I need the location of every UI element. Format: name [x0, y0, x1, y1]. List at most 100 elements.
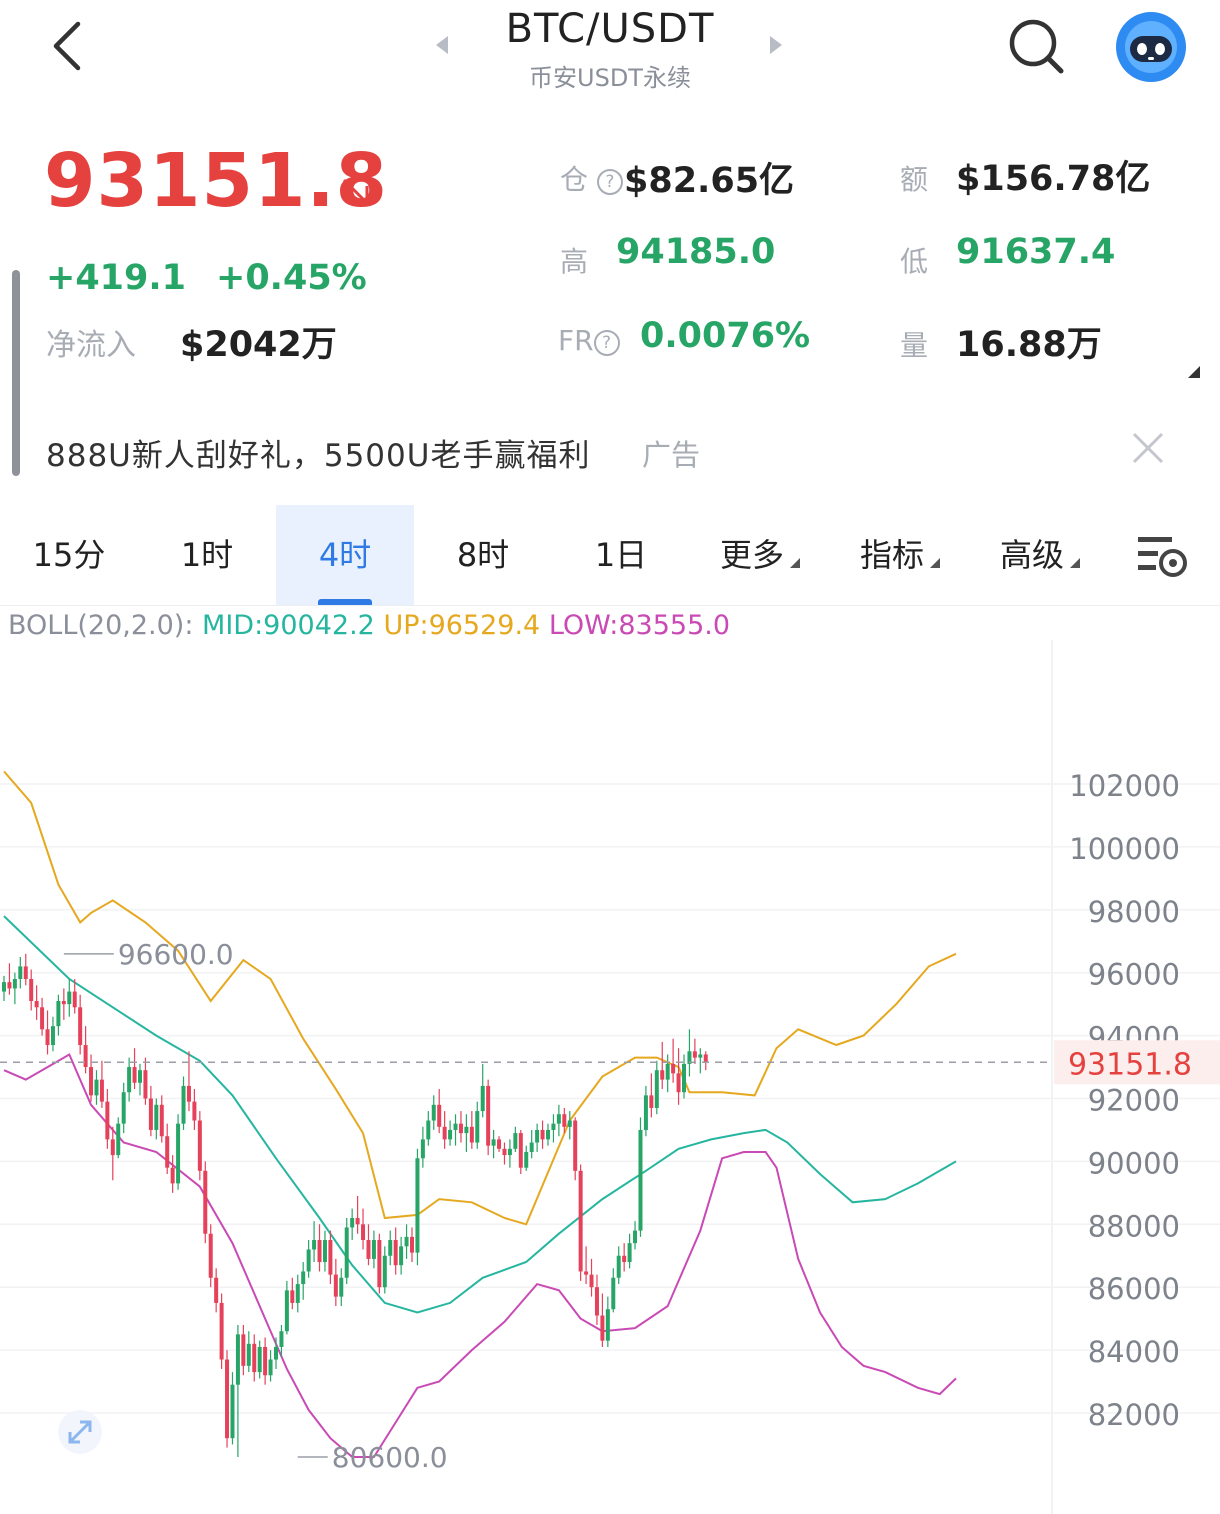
candle-body	[605, 1309, 610, 1341]
tab-4h[interactable]: 4时	[276, 505, 414, 605]
candle-body	[268, 1359, 273, 1376]
turnover-value: $156.78亿	[956, 159, 1151, 199]
low-label: 低	[900, 245, 929, 278]
prev-symbol-icon[interactable]	[436, 36, 448, 54]
candle-body	[703, 1054, 708, 1063]
chart-settings-button[interactable]	[1136, 533, 1188, 579]
current-price-label: 93151.8	[1068, 1047, 1192, 1082]
dropdown-icon	[790, 558, 800, 568]
boll-name: BOLL(20,2.0):	[8, 610, 194, 641]
candle-body	[116, 1123, 121, 1156]
candle-body	[138, 1070, 142, 1083]
price-change-pct: +0.45%	[216, 258, 367, 298]
candle-body	[83, 1045, 88, 1068]
y-tick-label: 82000	[1088, 1398, 1180, 1432]
candle-body	[692, 1051, 697, 1058]
candle-body	[214, 1277, 219, 1303]
active-tab-indicator	[318, 599, 372, 605]
chart-settings-icon	[1138, 537, 1187, 577]
candle-body	[225, 1359, 230, 1439]
candle-body	[676, 1073, 681, 1093]
chevron-left-icon	[53, 21, 81, 71]
tab-1d[interactable]: 1日	[594, 536, 648, 574]
turnover-label: 额	[900, 163, 929, 196]
dropdown-icon	[930, 558, 940, 568]
boll-up-value: UP:96529.4	[383, 610, 541, 641]
candle-body	[40, 1007, 45, 1030]
candle-body	[61, 1001, 66, 1005]
y-tick-label: 92000	[1088, 1084, 1180, 1118]
candle-body	[2, 982, 6, 992]
candle-body	[671, 1063, 676, 1074]
candle-body	[622, 1255, 627, 1263]
y-tick-label: 100000	[1069, 832, 1180, 866]
candle-body	[274, 1346, 278, 1360]
tab-15m[interactable]: 15分	[32, 536, 106, 574]
candle-body	[453, 1123, 458, 1130]
search-button[interactable]	[1006, 16, 1066, 76]
tab-indicators[interactable]: 指标	[830, 505, 970, 605]
y-tick-label: 90000	[1088, 1146, 1180, 1180]
symbol-title[interactable]: BTC/USDT	[505, 6, 715, 52]
candle-body	[643, 1095, 648, 1130]
tab-more[interactable]: 更多	[690, 505, 830, 605]
open-interest-label[interactable]: 仓 ?	[560, 158, 623, 198]
fullscreen-button[interactable]	[58, 1410, 102, 1454]
candle-body	[121, 1092, 126, 1124]
candle-body	[437, 1104, 442, 1127]
symbol-subtitle: 币安USDT永续	[529, 64, 691, 92]
candle-body	[18, 966, 23, 979]
candle-body	[573, 1120, 578, 1171]
candle-body	[170, 1167, 175, 1184]
low-marker-label: 80600.0	[332, 1441, 448, 1474]
candle-body	[497, 1139, 502, 1149]
candle-body	[127, 1067, 132, 1093]
candle-body	[546, 1129, 550, 1140]
candle-body	[556, 1114, 561, 1124]
candle-body	[132, 1067, 137, 1083]
candle-body	[633, 1230, 638, 1244]
funding-rate-label[interactable]: FR?	[558, 324, 620, 357]
candle-body	[388, 1240, 393, 1256]
close-icon	[1132, 432, 1164, 464]
robot-avatar[interactable]	[1116, 12, 1186, 82]
candle-body	[7, 982, 12, 989]
candle-body	[23, 966, 28, 979]
candle-body	[502, 1148, 507, 1156]
ad-banner-text[interactable]: 888U新人刮好礼，5500U老手赢福利	[46, 438, 591, 474]
candle-body	[78, 1007, 83, 1046]
candle-body	[94, 1079, 99, 1096]
candle-body	[665, 1063, 670, 1080]
expand-corner-icon[interactable]	[1188, 366, 1200, 378]
high-value: 94185.0	[616, 232, 776, 272]
boll-mid-value: MID:90042.2	[202, 610, 375, 641]
tab-8h[interactable]: 8时	[456, 536, 510, 574]
candle-body	[518, 1133, 523, 1168]
candle-body	[589, 1274, 594, 1288]
candle-body	[404, 1236, 409, 1247]
candle-body	[469, 1126, 474, 1143]
candle-body	[513, 1133, 518, 1149]
search-icon	[1009, 19, 1064, 74]
back-button[interactable]	[48, 18, 88, 74]
candle-body	[507, 1148, 512, 1156]
close-ad-button[interactable]	[1130, 430, 1166, 466]
help-icon: ?	[596, 169, 623, 195]
candle-body	[219, 1302, 224, 1360]
candle-body	[584, 1271, 589, 1275]
tab-1h[interactable]: 1时	[180, 536, 234, 574]
candle-body	[638, 1129, 643, 1231]
next-symbol-icon[interactable]	[770, 36, 782, 54]
candlestick-chart[interactable]: 1020001000009800096000940009200090000880…	[0, 640, 1220, 1514]
candle-body	[154, 1104, 159, 1130]
candle-body	[562, 1114, 567, 1127]
candle-body	[192, 1101, 197, 1121]
candle-body	[306, 1249, 311, 1272]
tab-advanced[interactable]: 高级	[970, 505, 1110, 605]
candle-body	[682, 1063, 686, 1093]
candle-body	[594, 1287, 599, 1316]
candle-body	[34, 1001, 39, 1008]
candle-body	[578, 1170, 583, 1272]
candle-body	[399, 1246, 404, 1266]
volume-label: 量	[900, 329, 929, 362]
